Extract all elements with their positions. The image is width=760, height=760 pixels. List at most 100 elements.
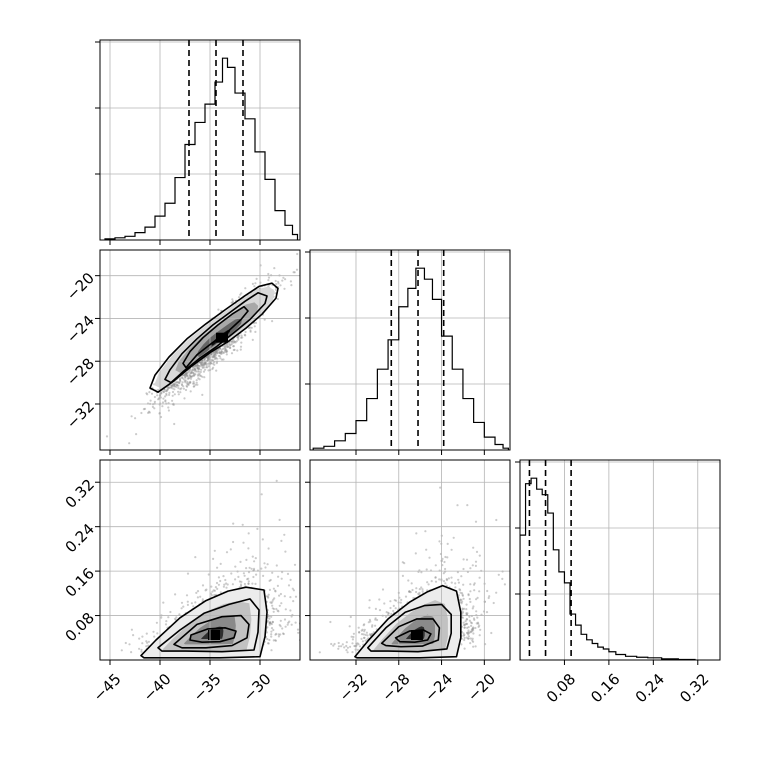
scatter-point xyxy=(273,597,276,600)
scatter-point xyxy=(269,578,272,582)
scatter-point xyxy=(443,560,446,564)
scatter-point xyxy=(156,632,159,635)
scatter-point xyxy=(268,621,271,625)
scatter-point xyxy=(214,353,217,356)
scatter-point xyxy=(207,573,210,576)
scatter-point xyxy=(198,361,202,364)
scatter-point xyxy=(469,631,472,634)
scatter-point xyxy=(201,362,204,365)
scatter-point xyxy=(276,609,279,612)
scatter-point xyxy=(213,361,216,364)
scatter-point xyxy=(277,282,280,285)
scatter-point xyxy=(280,539,283,543)
scatter-point xyxy=(171,399,174,402)
scatter-point xyxy=(223,347,226,350)
scatter-point xyxy=(465,608,468,611)
scatter-point xyxy=(207,355,210,358)
scatter-point xyxy=(230,342,233,346)
scatter-point xyxy=(232,540,235,544)
scatter-point xyxy=(255,573,258,576)
scatter-point xyxy=(197,368,200,371)
scatter-point xyxy=(225,350,228,353)
scatter-point xyxy=(425,548,428,551)
scatter-point xyxy=(387,611,390,615)
scatter-point xyxy=(251,582,254,585)
scatter-point xyxy=(240,334,243,337)
scatter-point xyxy=(190,371,194,374)
scatter-point xyxy=(462,621,465,624)
scatter-point xyxy=(203,366,206,369)
scatter-point xyxy=(460,575,463,578)
scatter-point xyxy=(159,415,163,419)
scatter-point xyxy=(184,374,187,377)
scatter-point xyxy=(212,557,215,561)
scatter-point xyxy=(444,567,447,571)
scatter-point xyxy=(162,601,165,604)
scatter-point xyxy=(181,384,184,387)
scatter-point xyxy=(201,375,204,378)
scatter-point xyxy=(224,348,227,351)
scatter-point xyxy=(190,375,193,378)
scatter-point xyxy=(473,589,476,592)
scatter-point xyxy=(209,592,213,595)
scatter-point xyxy=(253,560,256,563)
scatter-point xyxy=(184,372,187,375)
scatter-point xyxy=(204,361,207,364)
scatter-point xyxy=(395,599,398,602)
scatter-point xyxy=(245,567,248,570)
scatter-point xyxy=(361,628,364,631)
scatter-point xyxy=(204,589,207,592)
scatter-point xyxy=(195,365,199,368)
scatter-point xyxy=(461,608,464,611)
scatter-point xyxy=(266,626,269,629)
scatter-point xyxy=(173,385,176,388)
scatter-point xyxy=(390,612,393,616)
scatter-point xyxy=(211,355,214,358)
scatter-point xyxy=(145,640,148,643)
scatter-point xyxy=(186,572,190,575)
scatter-point xyxy=(239,348,242,351)
scatter-point xyxy=(170,386,173,389)
scatter-point xyxy=(130,415,133,418)
scatter-point xyxy=(217,349,220,352)
scatter-point xyxy=(465,622,468,625)
scatter-point xyxy=(213,353,216,356)
scatter-point xyxy=(189,369,192,372)
scatter-point xyxy=(273,267,276,270)
scatter-point xyxy=(186,382,189,385)
scatter-point xyxy=(153,400,156,403)
scatter-point xyxy=(450,548,453,551)
scatter-point xyxy=(293,271,296,274)
scatter-point xyxy=(153,407,156,410)
scatter-point xyxy=(211,367,214,371)
scatter-point xyxy=(151,405,154,408)
scatter-point xyxy=(216,348,220,351)
scatter-point xyxy=(193,382,196,385)
scatter-point xyxy=(165,620,168,623)
scatter-point xyxy=(232,341,235,344)
scatter-point xyxy=(203,358,206,361)
scatter-point xyxy=(219,357,222,360)
scatter-point xyxy=(472,546,475,549)
scatter-point xyxy=(193,366,196,369)
scatter-point xyxy=(266,619,269,623)
scatter-point xyxy=(365,631,368,634)
scatter-point xyxy=(463,626,466,629)
scatter-point xyxy=(163,395,167,398)
scatter-point xyxy=(188,381,191,384)
scatter-point xyxy=(434,576,437,579)
scatter-point xyxy=(166,388,169,391)
scatter-point xyxy=(141,635,144,638)
scatter-point xyxy=(360,637,363,641)
scatter-point xyxy=(202,364,205,367)
scatter-point xyxy=(374,617,377,620)
scatter-point xyxy=(197,364,200,367)
scatter-point xyxy=(217,308,220,311)
scatter-point xyxy=(304,580,306,582)
scatter-point xyxy=(237,296,241,299)
scatter-point xyxy=(216,357,219,360)
scatter-point xyxy=(471,607,474,610)
scatter-point xyxy=(279,625,282,628)
scatter-point xyxy=(192,382,195,385)
scatter-point xyxy=(212,366,215,369)
